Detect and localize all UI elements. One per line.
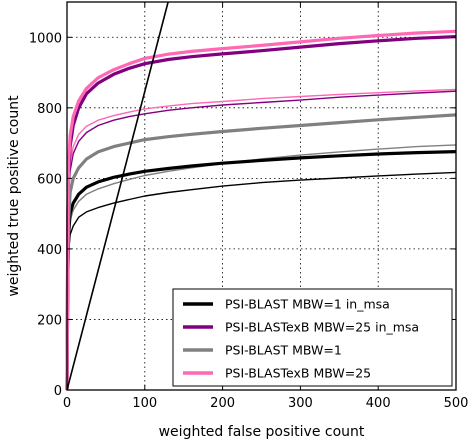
reference-line (66, 1, 169, 391)
x-tick-label: 100 (132, 396, 157, 411)
y-tick-label: 600 (37, 172, 62, 187)
legend-label-1: PSI-BLAST MBW=1 in_msa (225, 297, 390, 312)
ticks: 0 100 200 300 400 500 0 200 400 600 800 1000 (29, 2, 469, 411)
plot-frame (66, 1, 457, 391)
x-tick-label: 400 (366, 396, 391, 411)
legend-box (172, 288, 453, 387)
legend: PSI-BLAST MBW=1 in_msa PSI-BLASTexB MBW=2… (172, 288, 453, 387)
x-tick-label: 200 (210, 396, 235, 411)
x-tick-label: 300 (288, 396, 313, 411)
series-group (65, 1, 457, 391)
y-tick-label: 800 (37, 102, 62, 117)
y-tick-label: 400 (37, 243, 62, 258)
y-tick-label: 1000 (29, 31, 62, 46)
y-tick-label: 200 (37, 313, 62, 328)
series-thin-line-1 (66, 171, 457, 391)
series-thin-line-2 (66, 90, 457, 391)
series-line-4 (65, 29, 457, 391)
legend-label-3: PSI-BLAST MBW=1 (225, 343, 342, 358)
x-axis-label: weighted false positive count (159, 424, 365, 440)
series-line-3 (65, 113, 457, 391)
y-tick-label: 0 (54, 384, 62, 399)
legend-label-2: PSI-BLASTexB MBW=25 in_msa (225, 320, 419, 335)
y-axis-label: weighted true positive count (6, 95, 22, 297)
legend-label-4: PSI-BLASTexB MBW=25 (225, 366, 371, 381)
x-tick-label: 500 (444, 396, 469, 411)
x-tick-label: 0 (63, 396, 71, 411)
